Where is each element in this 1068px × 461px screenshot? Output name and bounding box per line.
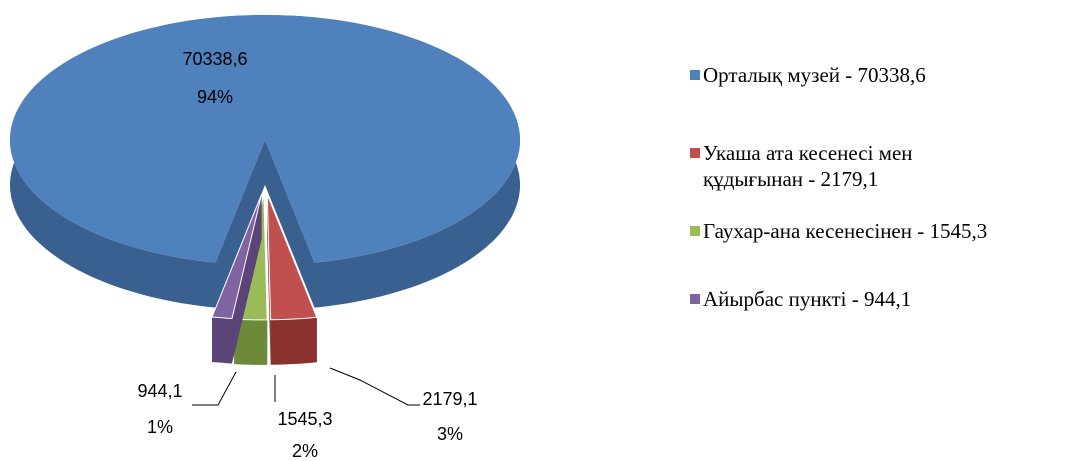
leader-line [192,371,237,406]
legend-item: Айырбас пункті - 944,1 [690,286,1060,312]
legend-swatch [690,294,700,304]
chart: 70338,6 94% 2179,1 3% 1545,3 2% 944,1 1% [10,15,520,461]
legend-item: Орталық музей - 70338,6 [690,62,1060,88]
slice [10,15,520,308]
slice [266,194,318,365]
slice-top [10,15,520,263]
slice-side [212,317,232,364]
legend-item: Укаша ата кесенесі мен құдығынан - 2179,… [690,140,1060,192]
slice [211,194,263,364]
legend-label: Айырбас пункті - 944,1 [703,287,912,311]
slice-side [215,140,265,308]
value-label: 944,1 [137,381,182,401]
slice-top [266,194,318,321]
legend-item: Гаухар-ана кесенесінен - 1545,3 [690,218,1060,244]
value-label: 70338,6 [182,49,247,69]
slice-side [265,140,315,308]
value-label: 1545,3 [277,409,332,429]
legend-swatch [690,70,700,80]
percent-label: 2% [292,441,318,461]
percent-label: 1% [147,417,173,437]
slice-side [234,319,268,365]
legend-swatch [690,226,700,236]
percent-label: 94% [197,87,233,107]
legend-label: Гаухар-ана кесенесінен - 1545,3 [703,219,988,243]
legend-swatch [690,148,700,158]
slice-side [270,317,317,365]
legend-label: Укаша ата кесенесі мен құдығынан - 2179,… [703,141,913,191]
leader-line [329,367,420,406]
legend-label: Орталық музей - 70338,6 [703,63,926,87]
percent-label: 3% [437,424,463,444]
slice-top [211,194,263,320]
value-label: 2179,1 [422,389,477,409]
